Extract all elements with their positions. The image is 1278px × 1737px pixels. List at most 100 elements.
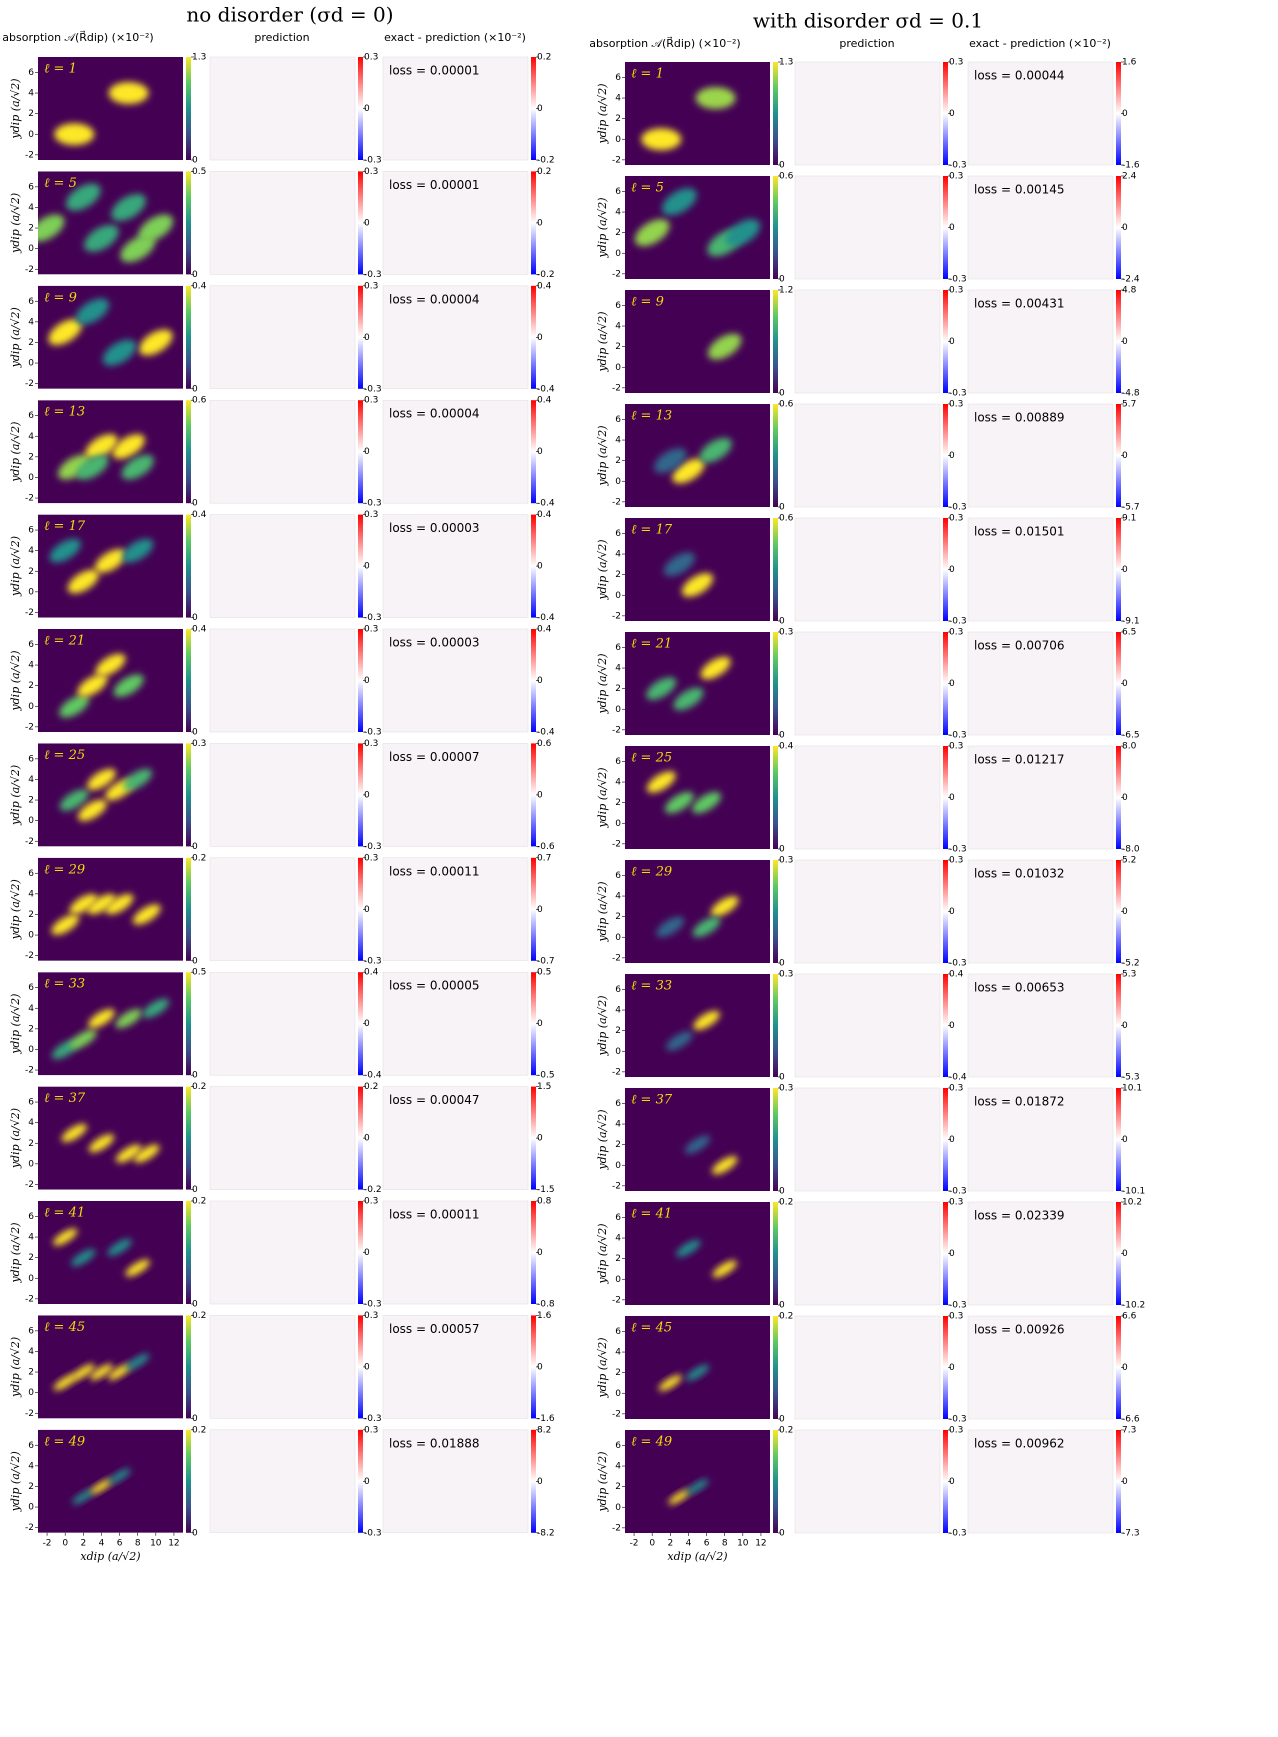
colorbar-tick-label: 0.2: [192, 1425, 206, 1435]
absorption-peak: [134, 1144, 160, 1163]
colorbar-tick-label: 0: [364, 333, 370, 343]
colorbar-tick-label: -0.3: [364, 1414, 382, 1424]
absorption-peak: [654, 448, 687, 474]
absorption-peak: [105, 893, 134, 915]
y-tick-label: 6: [28, 182, 34, 192]
y-tick-label: 2: [615, 114, 621, 124]
colorbar: [358, 171, 363, 275]
colorbar-tick-label: 5.7: [1122, 400, 1136, 410]
absorption-map: [625, 1202, 770, 1305]
difference-map: [967, 1315, 1114, 1420]
difference-map: [382, 1429, 529, 1534]
absorption-peak: [634, 219, 670, 247]
y-tick-label: 6: [615, 985, 621, 995]
absorption-peak: [123, 768, 153, 791]
absorption-map: [38, 1429, 183, 1533]
absorption-peak: [656, 916, 685, 938]
loss-label: loss = 0.00962: [974, 1437, 1065, 1451]
colorbar: [186, 743, 191, 847]
y-tick-label: 0: [28, 587, 34, 597]
y-tick-label: 4: [615, 1462, 621, 1472]
y-tick-label: -2: [612, 1181, 621, 1191]
colorbar-tick-label: 0: [1122, 337, 1128, 347]
colorbar-tick-label: 0: [779, 845, 785, 855]
prediction-map: [794, 1315, 941, 1420]
difference-map: [967, 175, 1114, 280]
colorbar: [186, 1086, 191, 1190]
y-axis-label: ydip (a/√2): [596, 1109, 609, 1170]
colorbar-tick-label: -0.3: [949, 1415, 967, 1425]
prediction-map: [794, 1201, 941, 1306]
loss-label: loss = 0.00011: [389, 864, 480, 878]
y-tick-label: 6: [615, 73, 621, 83]
absorption-peak: [707, 333, 742, 360]
x-tick-label: 0: [62, 1538, 68, 1548]
absorption-map: [38, 743, 183, 847]
y-tick-label: 0: [28, 816, 34, 826]
row-label: ℓ = 37: [44, 1091, 86, 1106]
colorbar: [358, 514, 363, 618]
y-tick-label: -2: [612, 725, 621, 735]
absorption-peak: [77, 674, 108, 697]
y-tick-label: 4: [28, 1118, 34, 1128]
colorbar-tick-label: -1.6: [1122, 161, 1140, 171]
colorbar-tick-label: -0.3: [364, 156, 382, 166]
colorbar-tick-label: 5.3: [1122, 970, 1136, 980]
prediction-map: [794, 859, 941, 964]
absorption-map: [625, 290, 770, 393]
y-tick-label: 4: [615, 1348, 621, 1358]
y-tick-label: 0: [615, 1047, 621, 1057]
loss-label: loss = 0.00001: [389, 178, 480, 192]
colorbar: [358, 857, 363, 961]
prediction-map: [794, 175, 941, 280]
y-tick-label: 4: [28, 1233, 34, 1243]
colorbar-tick-label: 0.3: [364, 625, 378, 635]
colorbar: [773, 974, 778, 1077]
colorbar: [773, 176, 778, 279]
colorbar: [773, 290, 778, 393]
colorbar: [186, 1429, 191, 1533]
difference-map: [382, 514, 529, 618]
colorbar: [773, 1430, 778, 1533]
colorbar-tick-label: 0: [364, 1248, 370, 1258]
colorbar-tick-label: -0.3: [949, 161, 967, 171]
colorbar-tick-label: -0.4: [537, 613, 555, 623]
y-tick-label: -2: [25, 1294, 34, 1304]
absorption-peak: [646, 677, 677, 700]
colorbar: [1116, 974, 1121, 1077]
difference-map: [967, 61, 1114, 166]
difference-map: [382, 743, 529, 847]
colorbar-tick-label: 0.4: [537, 281, 552, 291]
absorption-peak: [85, 434, 118, 459]
absorption-map: [38, 1086, 183, 1190]
y-tick-label: 2: [28, 910, 34, 920]
row-label: ℓ = 41: [44, 1206, 85, 1221]
colorbar-tick-label: -0.3: [364, 956, 382, 966]
colorbar-tick-label: 0: [537, 905, 543, 915]
y-tick-label: 6: [28, 754, 34, 764]
difference-map: [382, 857, 529, 962]
colorbar-tick-label: 0: [537, 1477, 543, 1487]
colorbar-tick-label: -0.3: [949, 1187, 967, 1197]
y-tick-label: 6: [28, 1098, 34, 1108]
absorption-peak: [692, 791, 722, 814]
colorbar-tick-label: -0.3: [364, 728, 382, 738]
absorption-peak: [77, 799, 107, 822]
y-tick-label: -2: [612, 383, 621, 393]
absorption-peak: [75, 298, 110, 325]
absorption-peak: [710, 896, 739, 917]
absorption-peak: [712, 1260, 737, 1278]
x-tick-label: 8: [135, 1538, 141, 1548]
colorbar-tick-label: 0.5: [537, 968, 551, 978]
row-label: ℓ = 1: [631, 67, 664, 82]
y-tick-label: -2: [612, 269, 621, 279]
colorbar-tick-label: 0: [779, 389, 785, 399]
y-tick-label: 2: [615, 1140, 621, 1150]
colorbar-tick-label: -6.5: [1122, 731, 1140, 741]
colorbar-tick-label: 0: [1122, 223, 1128, 233]
colorbar: [773, 746, 778, 849]
difference-map: [382, 285, 529, 390]
y-tick-label: 2: [28, 452, 34, 462]
y-tick-label: 0: [28, 1045, 34, 1055]
colorbar-tick-label: -0.3: [364, 1300, 382, 1310]
